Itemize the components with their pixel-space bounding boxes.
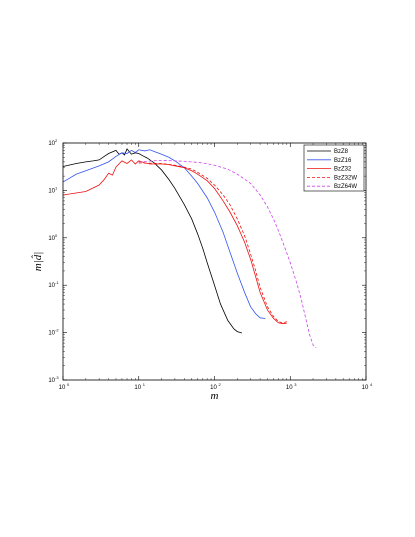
series-line-bzz32	[62, 159, 287, 324]
y-tick-label: 10	[48, 378, 55, 384]
series-lines	[62, 148, 317, 349]
series-line-bzz8	[62, 148, 243, 334]
legend-label: BzZ32	[334, 167, 352, 173]
x-tick-label: 10	[134, 385, 141, 391]
legend-label: BzZ8	[334, 149, 349, 155]
y-tick-exponent: 0	[55, 233, 58, 238]
plot-frame	[62, 142, 367, 381]
x-axis-label: m	[211, 390, 219, 402]
legend-label: BzZ64W	[334, 184, 357, 190]
y-tick-exponent: 2	[55, 138, 58, 143]
x-tick-label: 10	[362, 385, 369, 391]
y-tick-label: 10	[48, 141, 55, 147]
y-tick-label: 10	[48, 236, 55, 242]
x-tick-label: 10	[210, 385, 217, 391]
y-tick-label: 10	[48, 188, 55, 194]
series-line-bzz32w	[138, 162, 287, 324]
series-line-bzz64w	[138, 159, 317, 349]
y-tick-exponent: -1	[55, 280, 59, 285]
x-tick-exponent: 4	[370, 382, 373, 387]
y-tick-label: 10	[48, 331, 55, 337]
x-tick-label: 10	[59, 385, 66, 391]
legend: BzZ8 BzZ16 BzZ32 BzZ32W BzZ64W	[303, 144, 365, 192]
x-tick-exponent: 2	[219, 382, 222, 387]
y-tick-exponent: 1	[55, 185, 58, 190]
x-tick-exponent: 1	[143, 382, 146, 387]
x-tick-exponent: 3	[294, 382, 297, 387]
x-tick-label: 10	[286, 385, 293, 391]
series-line-bzz16	[62, 149, 266, 319]
legend-label: BzZ16	[334, 158, 352, 164]
y-tick-exponent: -2	[55, 328, 59, 333]
y-tick-exponent: -3	[55, 375, 59, 380]
y-tick-label: 10	[48, 283, 55, 289]
x-tick-exponent: 0	[67, 382, 70, 387]
legend-box	[303, 144, 365, 192]
legend-label: BzZ32W	[334, 175, 357, 181]
y-axis-label: m|d̂|	[31, 252, 44, 272]
